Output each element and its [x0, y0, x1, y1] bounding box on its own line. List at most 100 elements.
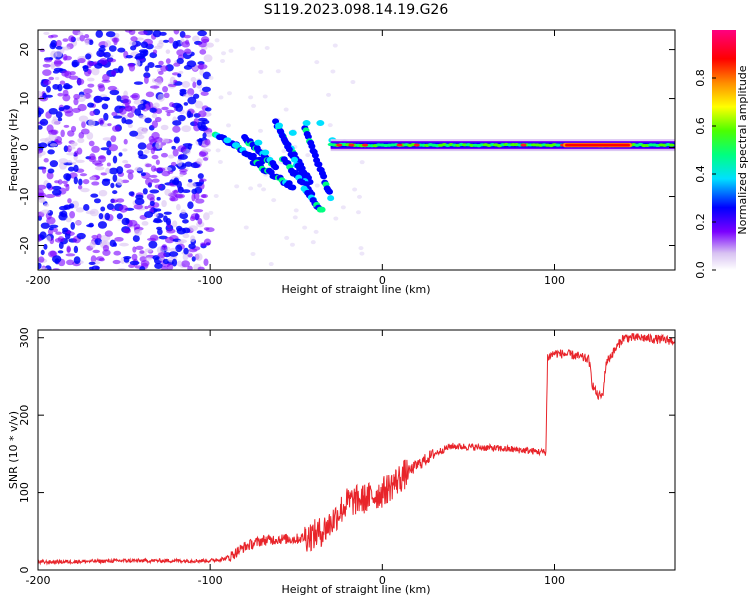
- noise-blob: [173, 30, 180, 35]
- noise-blob: [177, 114, 186, 122]
- noise-blob: [258, 128, 264, 133]
- snr-series-line: [38, 333, 675, 566]
- noise-blob: [179, 173, 184, 178]
- noise-blob: [68, 35, 75, 42]
- noise-blob: [128, 63, 136, 72]
- noise-blob: [93, 95, 103, 103]
- noise-blob: [182, 219, 189, 224]
- noise-blob: [49, 160, 59, 168]
- snr-xtick-label: -100: [198, 574, 223, 587]
- streak-blob: [231, 142, 240, 149]
- noise-blob: [187, 201, 194, 210]
- noise-blob: [196, 230, 204, 234]
- noise-blob: [133, 99, 144, 105]
- noise-blob: [88, 261, 96, 266]
- noise-blob: [293, 208, 299, 213]
- noise-blob: [123, 138, 128, 145]
- snr-axes: -200 -100 0 100 0 100 200 300: [18, 327, 675, 587]
- noise-blob: [187, 96, 197, 105]
- noise-blob: [175, 103, 184, 112]
- noise-blob: [197, 266, 205, 270]
- noise-blob: [52, 189, 62, 196]
- noise-blob: [198, 110, 207, 118]
- noise-blob: [203, 258, 209, 267]
- noise-blob: [69, 210, 76, 219]
- noise-blob: [234, 184, 240, 189]
- noise-blob: [227, 91, 233, 96]
- noise-blob: [103, 51, 111, 58]
- noise-blob: [355, 210, 361, 215]
- snr-ytick-label: 0: [18, 567, 31, 574]
- noise-blob: [91, 265, 100, 270]
- noise-blob: [136, 126, 147, 135]
- noise-blob: [135, 245, 144, 251]
- noise-blob: [135, 134, 145, 140]
- noise-blob: [176, 260, 183, 267]
- noise-blob: [51, 185, 62, 191]
- noise-blob: [87, 83, 95, 88]
- noise-blob: [76, 232, 86, 240]
- noise-blob: [147, 62, 155, 68]
- noise-blob: [149, 107, 157, 113]
- noise-blob: [64, 110, 74, 117]
- noise-blob: [134, 228, 142, 237]
- noise-blob: [47, 168, 55, 174]
- noise-blob: [160, 124, 169, 131]
- noise-blob: [42, 92, 47, 100]
- noise-blob: [39, 118, 49, 126]
- noise-blob: [149, 200, 155, 207]
- noise-blob: [38, 262, 42, 270]
- spectrogram-frame: [37, 29, 676, 271]
- noise-blob: [50, 39, 58, 48]
- noise-blob: [275, 69, 281, 74]
- noise-blob: [52, 116, 57, 122]
- noise-blob: [152, 30, 162, 38]
- noise-blob: [57, 117, 63, 122]
- noise-blob: [40, 198, 46, 203]
- noise-blob: [181, 260, 191, 268]
- noise-blob: [160, 152, 168, 158]
- tone-blob: [336, 143, 343, 147]
- noise-blob: [340, 205, 346, 210]
- noise-blob: [190, 213, 201, 220]
- noise-blob: [161, 170, 171, 177]
- noise-blob: [172, 148, 179, 157]
- noise-blob: [118, 204, 128, 213]
- noise-blob: [70, 141, 78, 147]
- noise-blob: [77, 31, 84, 36]
- noise-blob: [183, 102, 189, 106]
- noise-blob: [149, 189, 160, 194]
- noise-blob: [187, 178, 193, 183]
- noise-blob: [126, 169, 135, 174]
- noise-blob: [193, 209, 204, 213]
- spectrogram-ytick-label: 0: [18, 144, 31, 151]
- noise-blob: [197, 173, 204, 179]
- noise-blob: [88, 39, 94, 46]
- noise-blob: [199, 178, 207, 182]
- noise-blob: [122, 98, 132, 105]
- noise-blob: [98, 212, 104, 220]
- noise-blob: [129, 260, 140, 266]
- noise-blob: [251, 103, 257, 108]
- noise-blob: [73, 245, 79, 254]
- snr-xtick-label: 100: [544, 574, 565, 587]
- noise-blob: [165, 109, 175, 114]
- noise-blob: [110, 199, 118, 203]
- noise-blob: [302, 225, 308, 230]
- noise-blob: [352, 187, 358, 192]
- noise-blob: [78, 178, 83, 186]
- noise-blob: [131, 253, 138, 261]
- noise-blob: [262, 94, 268, 99]
- noise-blob: [180, 209, 186, 215]
- streak-blob: [318, 206, 326, 213]
- noise-blob: [188, 225, 198, 232]
- noise-blob: [155, 208, 162, 212]
- noise-blob: [166, 228, 176, 234]
- noise-blob: [151, 120, 158, 129]
- noise-blob: [65, 173, 71, 182]
- noise-blob: [42, 79, 51, 86]
- noise-blob: [149, 85, 160, 89]
- noise-blob: [75, 159, 85, 164]
- figure-title: S119.2023.098.14.19.G26: [264, 2, 449, 18]
- noise-blob: [41, 166, 47, 174]
